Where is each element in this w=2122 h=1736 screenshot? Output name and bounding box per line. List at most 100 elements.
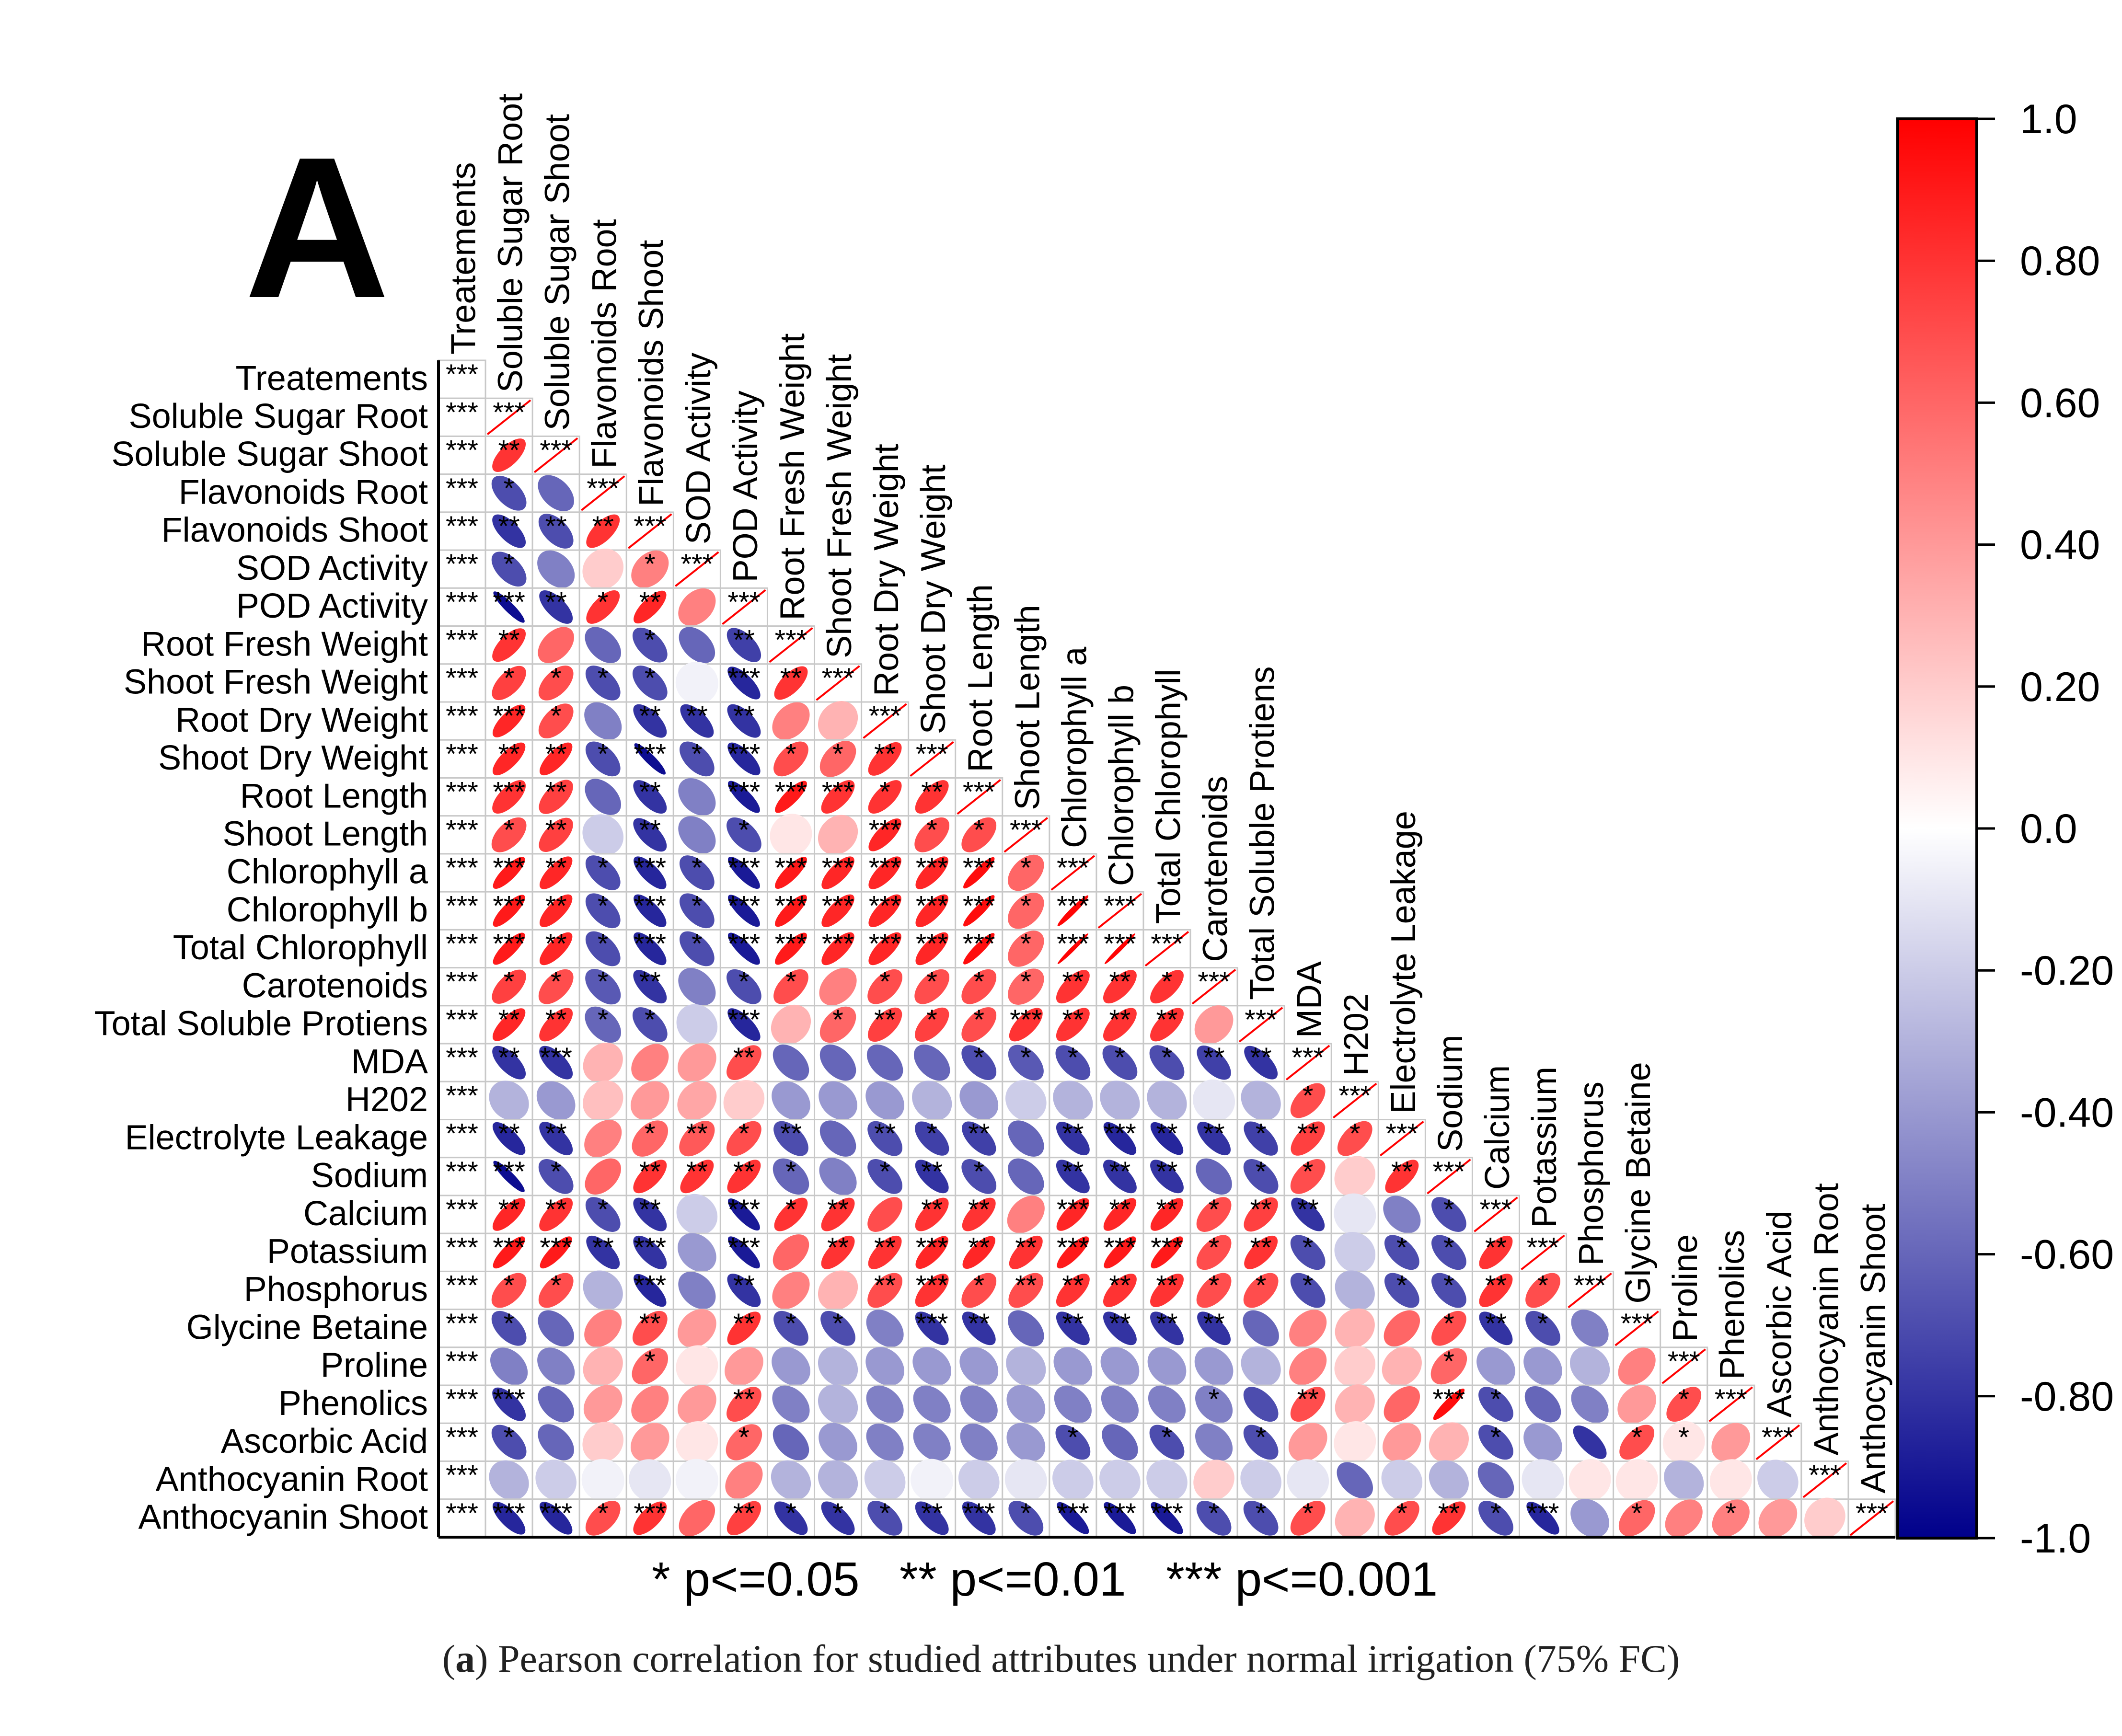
matrix-cell — [672, 587, 721, 627]
significance-stars: ** — [545, 511, 567, 542]
correlation-ellipse — [584, 1120, 622, 1158]
matrix-cell: *** — [1424, 1156, 1473, 1196]
significance-stars: ** — [639, 586, 661, 618]
matrix-cell — [578, 814, 627, 856]
matrix-cell — [1330, 1270, 1379, 1311]
significance-stars: *** — [446, 1422, 478, 1453]
row-label: Soluble Sugar Shoot — [112, 435, 428, 473]
diagonal-mark — [769, 627, 813, 663]
significance-stars: *** — [728, 890, 761, 921]
correlation-ellipse — [1196, 1501, 1232, 1536]
matrix-cell: * — [531, 1156, 580, 1196]
correlation-ellipse — [1477, 1462, 1514, 1498]
significance-stars: * — [1068, 1042, 1079, 1073]
significance-stars: ** — [1015, 1232, 1037, 1263]
significance-stars: *** — [446, 1346, 478, 1377]
correlation-ellipse — [1335, 1498, 1375, 1538]
cell-background — [438, 1232, 486, 1272]
matrix-cell: ** — [672, 1118, 721, 1159]
correlation-ellipse — [1337, 1121, 1372, 1156]
matrix-cell: * — [719, 815, 768, 855]
correlation-ellipse — [680, 704, 714, 738]
correlation-ellipse — [727, 817, 761, 852]
correlation-ellipse — [584, 1310, 622, 1347]
matrix-cell — [1236, 1346, 1285, 1387]
matrix-cell: *** — [861, 890, 910, 931]
correlation-ellipse — [868, 742, 902, 776]
matrix-cell: *** — [1002, 815, 1050, 855]
colorbar-tick-label: -0.60 — [2020, 1232, 2114, 1278]
correlation-ellipse — [1382, 1423, 1421, 1462]
significance-stars: *** — [775, 890, 807, 921]
significance-stars: *** — [446, 435, 478, 466]
matrix-cell: *** — [1049, 890, 1097, 931]
significance-stars: *** — [1480, 1194, 1512, 1225]
matrix-cell — [1142, 1460, 1191, 1501]
matrix-cell: *** — [438, 701, 486, 741]
significance-stars: *** — [869, 852, 901, 884]
correlation-ellipse — [585, 1006, 621, 1043]
matrix-cell — [1330, 1156, 1379, 1197]
significance-stars: * — [551, 966, 562, 998]
colorbar-tick-label: -0.20 — [2020, 948, 2114, 994]
row-label: Electrolyte Leakage — [125, 1118, 428, 1157]
correlation-ellipse — [1241, 1346, 1281, 1387]
matrix-cell — [1002, 1422, 1050, 1462]
significance-stars: *** — [540, 435, 572, 466]
significance-stars: *** — [446, 738, 478, 770]
significance-stars: ** — [545, 738, 567, 770]
correlation-ellipse — [583, 1346, 623, 1387]
correlation-ellipse — [961, 1045, 997, 1081]
matrix-cell: ** — [531, 890, 580, 931]
matrix-cell: * — [1518, 1270, 1568, 1311]
significance-stars: * — [738, 966, 750, 998]
matrix-cell — [908, 1043, 957, 1082]
matrix-cell — [1189, 1422, 1238, 1462]
correlation-ellipse — [1052, 1460, 1094, 1501]
matrix-cell: * — [1002, 1042, 1050, 1082]
significance-stars: * — [785, 1194, 796, 1225]
column-label: Phenolics — [1713, 1230, 1752, 1380]
matrix-cell: ** — [1142, 1004, 1191, 1045]
significance-stars: * — [598, 1194, 609, 1225]
significance-stars: * — [973, 815, 984, 846]
significance-stars: *** — [493, 852, 525, 884]
correlation-ellipse — [634, 1274, 667, 1307]
matrix-cell — [1518, 1346, 1568, 1386]
matrix-cell: * — [1142, 966, 1191, 1007]
row-label: SOD Activity — [236, 549, 428, 587]
matrix-cell: *** — [438, 511, 486, 551]
correlation-ellipse — [1433, 1389, 1465, 1420]
correlation-ellipse — [772, 1271, 810, 1310]
row-label: Shoot Fresh Weight — [124, 663, 428, 701]
matrix-cell: *** — [955, 852, 1003, 893]
correlation-ellipse — [819, 1120, 856, 1157]
significance-stars: ** — [780, 1118, 802, 1150]
significance-stars: * — [1303, 1498, 1314, 1529]
correlation-ellipse — [1103, 1160, 1137, 1194]
significance-stars: *** — [728, 586, 761, 618]
correlation-ellipse — [630, 1423, 669, 1462]
matrix-cell — [531, 549, 580, 589]
significance-stars: * — [1678, 1422, 1689, 1453]
correlation-ellipse — [1618, 1347, 1656, 1385]
significance-stars: *** — [446, 1118, 478, 1150]
correlation-ellipse — [1008, 968, 1044, 1005]
correlation-ellipse — [821, 1235, 855, 1269]
matrix-cell: *** — [861, 929, 910, 969]
matrix-cell — [861, 1043, 910, 1082]
correlation-ellipse — [1008, 1273, 1044, 1308]
significance-stars: *** — [728, 1194, 761, 1225]
significance-stars: *** — [1057, 1498, 1089, 1529]
matrix-cell: ** — [484, 511, 533, 551]
matrix-cell: * — [672, 890, 721, 931]
matrix-cell: ** — [1142, 1118, 1191, 1159]
significance-stars: * — [1303, 1270, 1314, 1301]
correlation-ellipse — [1665, 1499, 1703, 1537]
diagonal-mark — [1615, 1311, 1659, 1346]
significance-stars: *** — [1621, 1308, 1653, 1339]
diagonal-mark — [486, 399, 531, 436]
correlation-ellipse — [1290, 1083, 1326, 1118]
correlation-ellipse — [1478, 1387, 1513, 1422]
matrix-cell: *** — [1330, 1080, 1379, 1121]
